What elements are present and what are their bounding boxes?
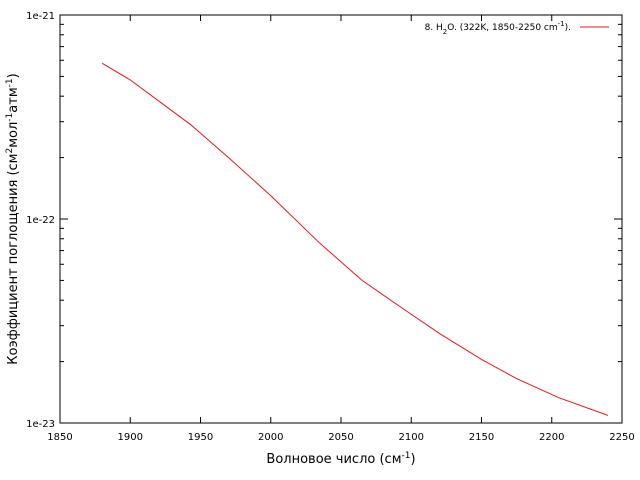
y-tick-label: 1e-21 — [26, 11, 55, 22]
x-tick-label: 1950 — [188, 432, 213, 443]
x-tick-label: 2050 — [328, 432, 353, 443]
x-axis-title: Волновое число (см-1) — [266, 451, 415, 467]
legend: 8. H2O. (322K, 1850-2250 cm-1). — [425, 20, 609, 36]
x-tick-label: 2250 — [609, 432, 634, 443]
x-tick-label: 2100 — [399, 432, 424, 443]
x-tick-label: 2000 — [258, 432, 283, 443]
legend-label: 8. H2O. (322K, 1850-2250 cm-1). — [425, 20, 571, 36]
x-tick-label: 2200 — [539, 432, 564, 443]
plot-frame — [59, 14, 623, 424]
x-tick-label: 1850 — [47, 432, 72, 443]
y-tick-label: 1e-22 — [26, 215, 55, 226]
x-tick-label: 1900 — [118, 432, 143, 443]
x-axis-ticks: 1850 1900 1950 2000 2050 2100 2150 2200 2250 — [47, 15, 635, 443]
x-tick-label: 2150 — [469, 432, 494, 443]
y-axis-ticks: 1e-23 1e-22 1e-21 — [26, 11, 622, 430]
y-axis-title: Коэффициент поглощения (см2мол-1атм-1) — [5, 73, 21, 364]
y-tick-label: 1e-23 — [26, 419, 55, 430]
series-line — [101, 62, 609, 416]
series-layer — [101, 62, 609, 416]
